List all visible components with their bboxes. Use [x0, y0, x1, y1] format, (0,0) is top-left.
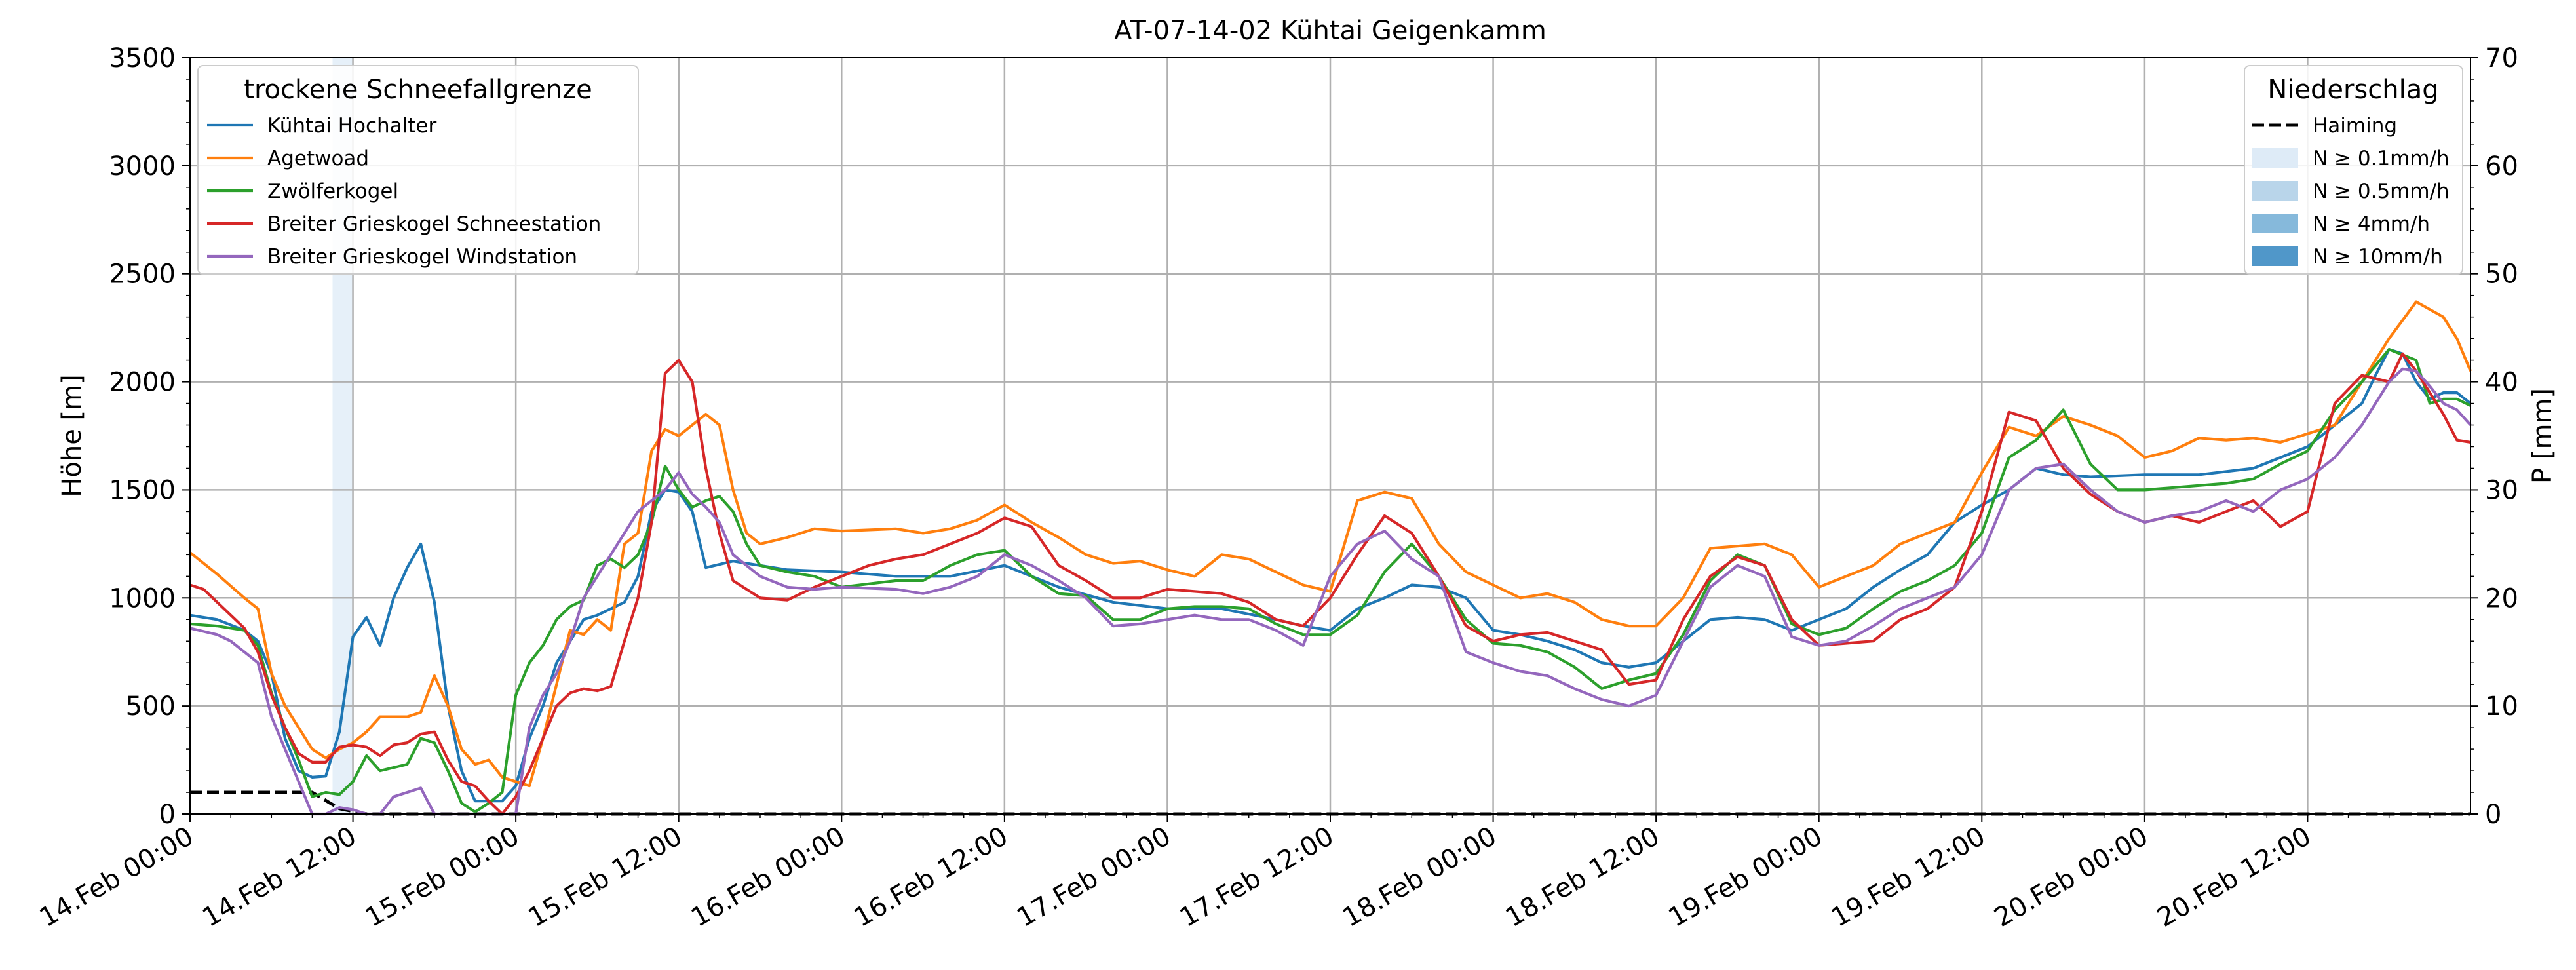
y-tick-label-left: 1000 — [109, 583, 176, 613]
y-tick-label-left: 2000 — [109, 368, 176, 398]
y-tick-label-left: 500 — [126, 691, 176, 722]
y-tick-label-right: 40 — [2485, 368, 2518, 398]
y-tick-label-right: 60 — [2485, 151, 2518, 182]
y-tick-label-left: 3500 — [109, 43, 176, 73]
legend-snowline-frame — [197, 65, 639, 275]
y-tick-label-right: 70 — [2485, 43, 2518, 73]
y-tick-label-right: 0 — [2485, 800, 2501, 830]
legend-snowline-label: Breiter Grieskogel Schneestation — [267, 212, 601, 236]
legend-precip-swatch — [2252, 148, 2298, 168]
y-tick-label-right: 20 — [2485, 583, 2518, 613]
y-tick-label-left: 3000 — [109, 151, 176, 182]
series-line-1 — [189, 300, 2472, 788]
legend-precip-swatch — [2252, 214, 2298, 233]
legend-snowline-label: Zwölferkogel — [267, 180, 398, 203]
y-tick-label-right: 30 — [2485, 475, 2518, 505]
legend-precip-label: N ≥ 4mm/h — [2313, 212, 2430, 236]
legend-precip-label: Haiming — [2313, 114, 2397, 138]
legend-precip-label: N ≥ 0.1mm/h — [2313, 147, 2450, 170]
legend-precip-swatch — [2252, 246, 2298, 266]
chart-title: AT-07-14-02 Kühtai Geigenkamm — [1114, 16, 1547, 46]
y-tick-label-left: 2500 — [109, 260, 176, 290]
series-line-0 — [189, 347, 2472, 803]
legend-snowline-label: Kühtai Hochalter — [267, 114, 437, 138]
legend-snowline-label: Breiter Grieskogel Windstation — [267, 245, 577, 269]
legend-snowline: trockene Schneefallgrenze Kühtai Hochalte… — [197, 65, 639, 275]
y-axis-title-right: P [mm] — [2528, 388, 2558, 484]
legend-precip-label: N ≥ 0.5mm/h — [2313, 180, 2450, 203]
y-tick-label-right: 10 — [2485, 691, 2518, 722]
legend-snowline-label: Agetwoad — [267, 147, 369, 170]
legend-precip-label: N ≥ 10mm/h — [2313, 245, 2443, 269]
legend-precipitation: Niederschlag Haiming N ≥ 0.1mm/h N ≥ 0.5mm/… — [2244, 65, 2463, 275]
y-axis-title-left: Höhe [m] — [57, 374, 87, 497]
y-tick-label-left: 1500 — [109, 475, 176, 505]
legend-precip-swatch — [2252, 181, 2298, 201]
legend-precip-title: Niederschlag — [2267, 75, 2438, 105]
series-line-2 — [189, 347, 2471, 813]
series-line-3 — [189, 352, 2471, 816]
y-tick-label-right: 50 — [2485, 260, 2518, 290]
legend-precip-frame — [2244, 65, 2463, 275]
y-tick-label-left: 0 — [159, 800, 176, 830]
legend-snowline-title: trockene Schneefallgrenze — [244, 75, 592, 105]
